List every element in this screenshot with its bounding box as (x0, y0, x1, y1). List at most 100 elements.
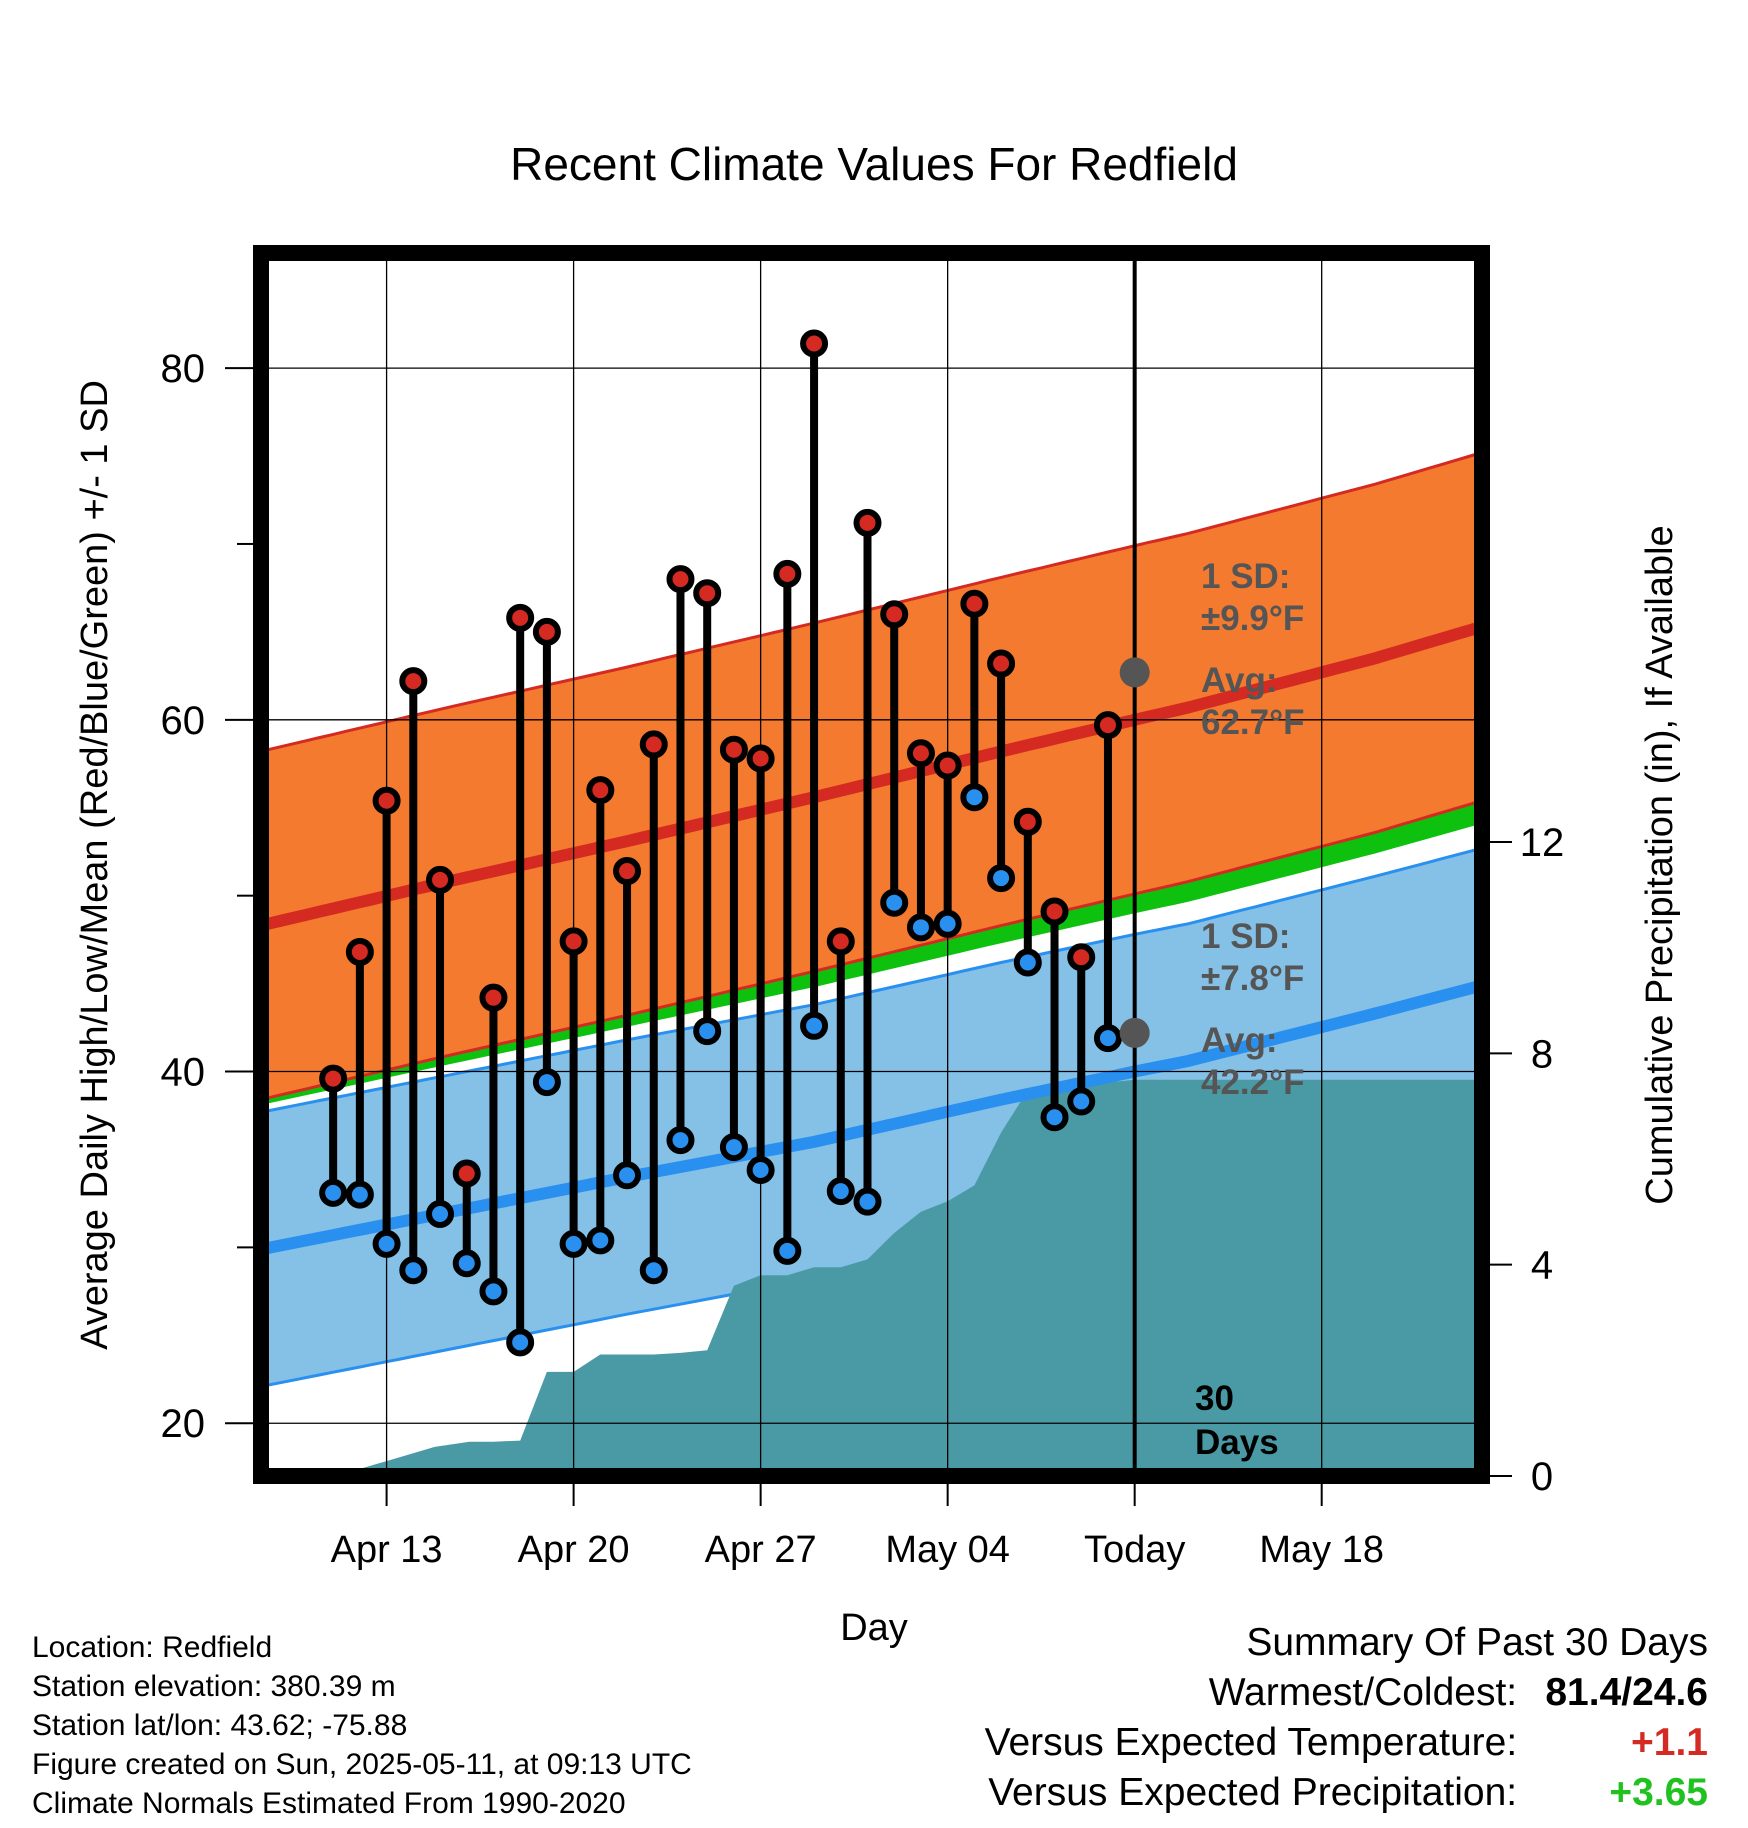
plot-frame (253, 245, 1490, 1484)
low-point (1040, 1103, 1069, 1132)
high-point (1040, 897, 1069, 926)
low-avg-marker (1119, 1017, 1150, 1048)
x-tick-label: Apr 27 (705, 1529, 817, 1571)
y-tick-label: 60 (161, 699, 206, 743)
latlon-text: Station lat/lon: 43.62; -75.88 (32, 1709, 408, 1742)
normals-text: Climate Normals Estimated From 1990-2020 (32, 1787, 626, 1820)
high-point (479, 983, 508, 1012)
high-point (693, 579, 722, 608)
low-point (693, 1017, 722, 1046)
low-point (372, 1229, 401, 1258)
low-point (826, 1177, 855, 1206)
high-point (960, 589, 989, 618)
y2-axis-label: Cumulative Precipitation (in), If Availa… (1639, 525, 1681, 1204)
summary-panel: Summary Of Past 30 Days Warmest/Coldest:… (985, 1618, 1708, 1818)
low-point (746, 1156, 775, 1185)
low-point (532, 1068, 561, 1097)
y-tick-label: 80 (161, 347, 206, 391)
low-point (906, 913, 935, 942)
elevation-text: Station elevation: 380.39 m (32, 1670, 396, 1703)
low-point (345, 1180, 374, 1209)
x-tick-label: Today (1084, 1529, 1185, 1571)
low-point (880, 888, 909, 917)
low-point (666, 1126, 695, 1155)
low-point (559, 1229, 588, 1258)
y2-tick-label: 0 (1531, 1455, 1553, 1499)
high-point (372, 786, 401, 815)
low-point (506, 1328, 535, 1357)
summary-precip-row: Versus Expected Precipitation: +3.65 (985, 1768, 1708, 1818)
high-point (933, 751, 962, 780)
low-sd-annotation: 1 SD: ±7.8°F (1201, 917, 1304, 998)
low-point (853, 1187, 882, 1216)
x-tick-label: May 04 (885, 1529, 1010, 1571)
warmest-value: 81.4/24.6 (1545, 1671, 1708, 1714)
high-point (532, 617, 561, 646)
high-point (506, 603, 535, 632)
high-avg-annotation: Avg: 62.7°F (1201, 661, 1305, 742)
high-avg-marker (1119, 657, 1150, 688)
chart-title: Recent Climate Values For Redfield (510, 138, 1238, 190)
low-point (719, 1133, 748, 1162)
y-tick-label: 40 (161, 1051, 206, 1095)
high-point (1093, 711, 1122, 740)
station-info: Location: Redfield Station elevation: 38… (32, 1628, 692, 1823)
low-point (773, 1236, 802, 1265)
low-point (586, 1226, 615, 1255)
low-point (960, 783, 989, 812)
low-point (800, 1011, 829, 1040)
y-axis-label: Average Daily High/Low/Mean (Red/Blue/Gr… (74, 380, 116, 1350)
precip-area (335, 1079, 1482, 1476)
low-point (639, 1256, 668, 1285)
x-axis-label: Day (840, 1607, 908, 1649)
precip-label: Versus Expected Precipitation: (988, 1771, 1518, 1814)
high-point (319, 1064, 348, 1093)
high-point (853, 508, 882, 537)
high-point (1067, 943, 1096, 972)
high-point (880, 600, 909, 629)
x-tick-label: Apr 13 (331, 1529, 443, 1571)
low-point (319, 1178, 348, 1207)
summary-temp-row: Versus Expected Temperature: +1.1 (985, 1718, 1708, 1768)
low-avg-annotation: Avg: 42.2°F (1201, 1021, 1305, 1102)
high-point (906, 739, 935, 768)
low-point (399, 1256, 428, 1285)
y2-tick-label: 8 (1531, 1032, 1553, 1076)
low-point (987, 864, 1016, 893)
high-point (746, 744, 775, 773)
high-point (586, 776, 615, 805)
low-point (1093, 1024, 1122, 1053)
high-point (345, 937, 374, 966)
x-tick-label: Apr 20 (518, 1529, 630, 1571)
x-tick-label: May 18 (1259, 1529, 1384, 1571)
precip-value: +3.65 (1609, 1771, 1708, 1814)
temp-value: +1.1 (1631, 1721, 1708, 1764)
high-sd-annotation: 1 SD: ±9.9°F (1201, 557, 1304, 638)
high-point (826, 927, 855, 956)
low-point (452, 1249, 481, 1278)
high-point (666, 565, 695, 594)
high-point (719, 735, 748, 764)
low-point (479, 1277, 508, 1306)
low-point (613, 1161, 642, 1190)
high-point (559, 927, 588, 956)
high-point (773, 559, 802, 588)
summary-title: Summary Of Past 30 Days (1246, 1621, 1708, 1664)
warmest-label: Warmest/Coldest: (1208, 1671, 1518, 1714)
high-point (800, 329, 829, 358)
low-point (1067, 1087, 1096, 1116)
high-point (987, 649, 1016, 678)
created-text: Figure created on Sun, 2025-05-11, at 09… (32, 1748, 692, 1781)
y-tick-label: 20 (161, 1402, 206, 1446)
high-point (452, 1159, 481, 1188)
low-point (426, 1199, 455, 1228)
high-point (613, 857, 642, 886)
y2-tick-label: 12 (1520, 821, 1565, 865)
high-point (426, 865, 455, 894)
temp-label: Versus Expected Temperature: (984, 1721, 1518, 1764)
high-point (1013, 807, 1042, 836)
high-point (399, 667, 428, 696)
summary-warmest-row: Warmest/Coldest: 81.4/24.6 (985, 1668, 1708, 1718)
days-annotation: 30 Days (1195, 1379, 1279, 1462)
